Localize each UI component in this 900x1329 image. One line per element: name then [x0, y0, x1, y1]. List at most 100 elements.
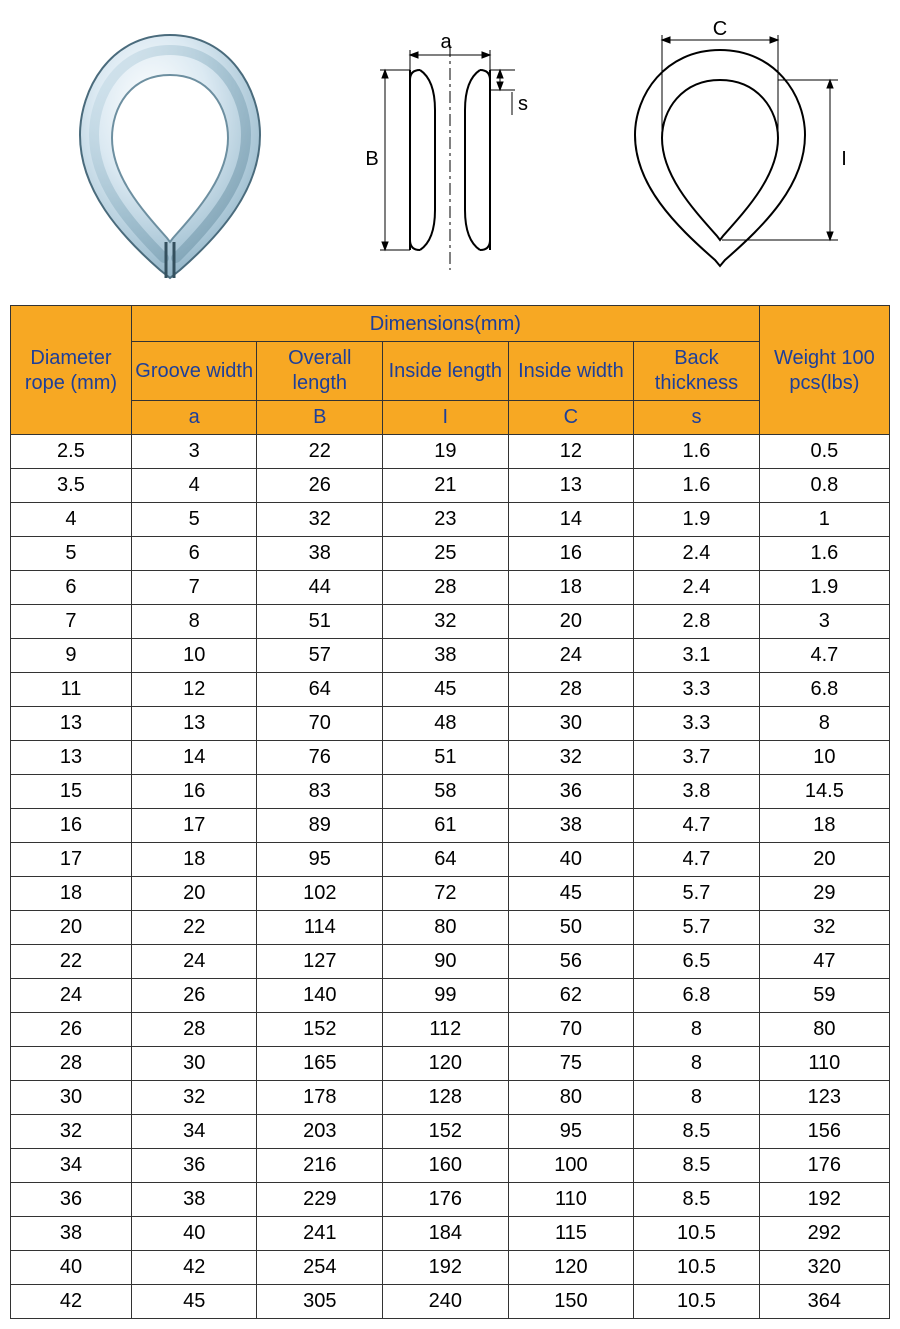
table-cell: 17: [131, 809, 257, 843]
table-row: 17189564404.720: [11, 843, 890, 877]
table-cell: 89: [257, 809, 383, 843]
table-row: 13137048303.38: [11, 707, 890, 741]
table-cell: 8.5: [634, 1115, 760, 1149]
table-cell: 240: [383, 1285, 509, 1319]
table-row: 13147651323.710: [11, 741, 890, 775]
table-cell: 14: [131, 741, 257, 775]
th-weight: Weight 100 pcs(lbs): [759, 306, 889, 435]
table-cell: 165: [257, 1047, 383, 1081]
table-cell: 14.5: [759, 775, 889, 809]
table-cell: 22: [257, 435, 383, 469]
table-cell: 110: [508, 1183, 634, 1217]
th-back-thickness: Back thickness: [634, 342, 760, 401]
th-sym-B: B: [257, 401, 383, 435]
table-cell: 127: [257, 945, 383, 979]
table-cell: 11: [11, 673, 132, 707]
table-cell: 75: [508, 1047, 634, 1081]
product-photo: [30, 10, 310, 290]
table-cell: 1: [759, 503, 889, 537]
side-view-diagram: a s B: [310, 10, 590, 290]
table-cell: 16: [11, 809, 132, 843]
table-cell: 13: [508, 469, 634, 503]
table-cell: 156: [759, 1115, 889, 1149]
table-cell: 16: [508, 537, 634, 571]
table-cell: 6: [131, 537, 257, 571]
table-cell: 45: [508, 877, 634, 911]
th-diameter: Diameter rope (mm): [11, 306, 132, 435]
table-cell: 8: [131, 605, 257, 639]
table-cell: 4: [11, 503, 132, 537]
table-cell: 99: [383, 979, 509, 1013]
table-cell: 192: [383, 1251, 509, 1285]
table-row: 2830165120758110: [11, 1047, 890, 1081]
table-cell: 38: [11, 1217, 132, 1251]
table-row: 11126445283.36.8: [11, 673, 890, 707]
table-cell: 45: [383, 673, 509, 707]
table-cell: 4: [131, 469, 257, 503]
table-cell: 176: [759, 1149, 889, 1183]
table-cell: 28: [508, 673, 634, 707]
table-body: 2.532219121.60.53.542621131.60.845322314…: [11, 435, 890, 1319]
table-cell: 5.7: [634, 877, 760, 911]
table-cell: 292: [759, 1217, 889, 1251]
table-cell: 45: [131, 1285, 257, 1319]
dim-label-a: a: [440, 31, 452, 53]
table-cell: 152: [257, 1013, 383, 1047]
table-cell: 72: [383, 877, 509, 911]
table-cell: 22: [11, 945, 132, 979]
th-inside-width: Inside width: [508, 342, 634, 401]
table-row: 202211480505.732: [11, 911, 890, 945]
table-cell: 2.4: [634, 537, 760, 571]
table-cell: 5: [131, 503, 257, 537]
table-cell: 4.7: [634, 843, 760, 877]
table-cell: 22: [131, 911, 257, 945]
table-cell: 13: [11, 741, 132, 775]
th-sym-I: I: [383, 401, 509, 435]
table-cell: 3.3: [634, 707, 760, 741]
table-row: 674428182.41.9: [11, 571, 890, 605]
table-cell: 6.5: [634, 945, 760, 979]
table-row: 424530524015010.5364: [11, 1285, 890, 1319]
table-cell: 364: [759, 1285, 889, 1319]
table-cell: 40: [11, 1251, 132, 1285]
table-cell: 241: [257, 1217, 383, 1251]
table-cell: 25: [383, 537, 509, 571]
table-cell: 128: [383, 1081, 509, 1115]
table-cell: 16: [131, 775, 257, 809]
table-row: 34362161601008.5176: [11, 1149, 890, 1183]
table-row: 785132202.83: [11, 605, 890, 639]
table-cell: 4.7: [634, 809, 760, 843]
table-cell: 76: [257, 741, 383, 775]
table-cell: 1.9: [634, 503, 760, 537]
table-cell: 305: [257, 1285, 383, 1319]
table-cell: 80: [759, 1013, 889, 1047]
table-cell: 21: [383, 469, 509, 503]
table-cell: 34: [11, 1149, 132, 1183]
table-cell: 64: [383, 843, 509, 877]
table-cell: 30: [131, 1047, 257, 1081]
table-cell: 203: [257, 1115, 383, 1149]
table-cell: 23: [383, 503, 509, 537]
table-cell: 42: [11, 1285, 132, 1319]
diagram-row: a s B: [10, 10, 890, 290]
table-cell: 1.6: [634, 435, 760, 469]
th-inside-length: Inside length: [383, 342, 509, 401]
table-cell: 14: [508, 503, 634, 537]
table-row: 222412790566.547: [11, 945, 890, 979]
table-cell: 13: [131, 707, 257, 741]
table-cell: 5.7: [634, 911, 760, 945]
table-cell: 140: [257, 979, 383, 1013]
table-cell: 8: [634, 1047, 760, 1081]
table-cell: 62: [508, 979, 634, 1013]
table-cell: 70: [508, 1013, 634, 1047]
table-cell: 50: [508, 911, 634, 945]
table-cell: 7: [11, 605, 132, 639]
table-cell: 64: [257, 673, 383, 707]
table-cell: 29: [759, 877, 889, 911]
table-cell: 40: [131, 1217, 257, 1251]
table-cell: 1.9: [759, 571, 889, 605]
table-cell: 80: [383, 911, 509, 945]
table-cell: 6: [11, 571, 132, 605]
th-sym-s: s: [634, 401, 760, 435]
table-cell: 48: [383, 707, 509, 741]
